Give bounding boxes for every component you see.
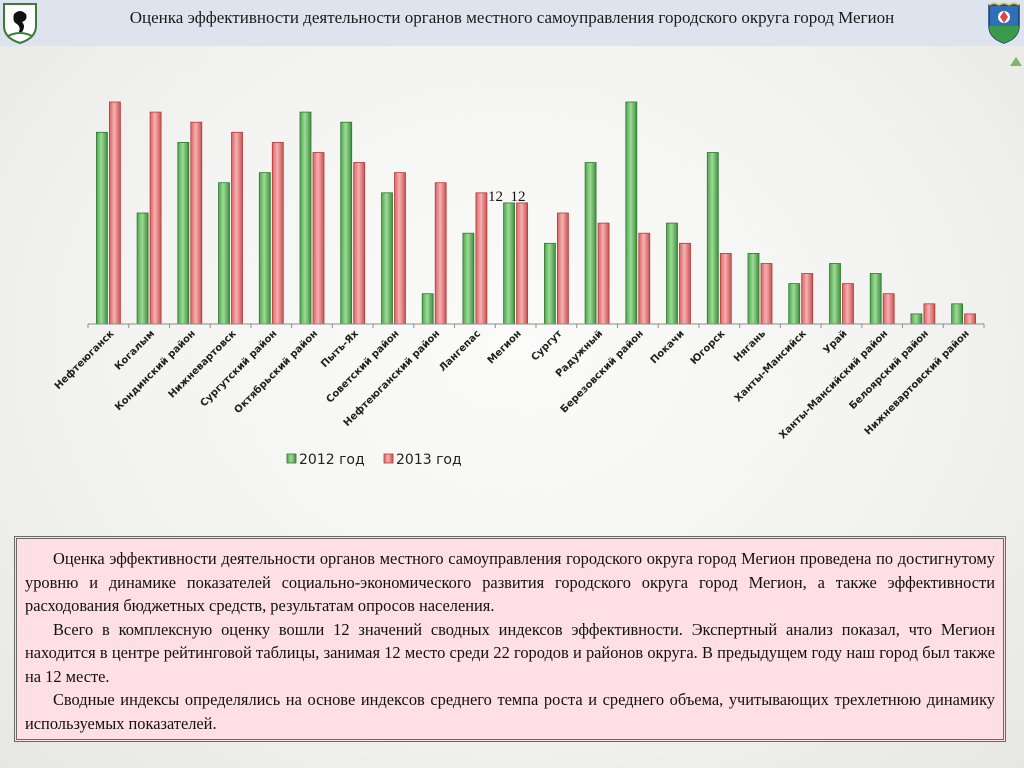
category-label: Нефтеюганск [52,327,116,391]
bar-2013 [638,232,651,325]
bar-2012 [136,212,149,325]
bar-2013 [882,293,895,325]
bar-2012 [258,172,271,325]
bar-2013 [516,202,528,325]
category-label: Лангепас [437,328,483,374]
bar-2013 [679,242,691,325]
legend-swatch-2013 [383,453,394,464]
category-label: Нижневартовск [167,328,239,400]
bar-2012 [299,111,312,325]
bar-2012 [421,293,434,325]
paragraph-3: Сводные индексы определялись на основе и… [25,690,995,733]
bar-2013 [231,131,243,325]
bar-2012 [462,232,475,325]
category-label: Нягань [732,328,768,364]
paragraph-2: Всего в комплексную оценку вошли 12 знач… [25,619,995,686]
bar-2012 [584,162,597,325]
bar-2012 [218,182,230,325]
bar-2013 [760,263,773,325]
decorative-triangle-icon [1010,57,1022,66]
bar-2012 [381,192,393,325]
bar-2013 [842,283,854,325]
bar-2012 [951,303,963,325]
category-label: Белоярский район [848,328,932,412]
legend: 2012 год 2013 год [286,452,462,468]
category-label: Когалым [113,328,157,372]
bar-2013 [475,192,488,325]
legend-label-2013: 2013 год [396,452,462,468]
category-label: Березовский район [559,328,646,415]
category-label: Урай [822,328,850,356]
bar-2012 [544,242,556,325]
bar-2012 [666,222,678,325]
bar-2012 [177,142,190,325]
category-label: Ханты-Мансийск [733,328,809,404]
bar-2012 [503,202,516,325]
category-label: Октябрьский район [232,328,320,416]
header-bar: Оценка эффективности деятельности органо… [0,0,1024,46]
bar-2012 [625,101,638,325]
legend-label-2012: 2012 год [299,452,365,468]
bar-2012 [747,252,760,325]
bar-2013 [394,172,406,325]
bar-2013 [557,212,569,325]
bar-2013 [434,182,447,325]
description-box: Оценка эффективности деятельности органо… [14,536,1006,742]
paragraph-1: Оценка эффективности деятельности органо… [25,549,995,615]
category-label: Пыть-Ях [319,328,361,370]
bar-2013 [964,313,976,325]
bar-2012 [788,283,801,325]
category-label: Покачи [649,328,687,366]
page-title: Оценка эффективности деятельности органо… [129,8,895,27]
category-label: Мегион [486,328,524,366]
bar-2012 [340,121,353,325]
category-label: Советский район [324,328,401,405]
bar-2013 [923,303,936,325]
megion-coat-of-arms-icon [3,3,37,44]
annotation-label: 12 12 [488,189,526,205]
bar-2012 [829,263,841,325]
bar-2013 [353,162,366,325]
bar-2013 [271,142,284,325]
category-label: Сургутский район [198,328,279,409]
bar-2012 [96,131,108,325]
bar-2013 [190,121,203,325]
bar-2013 [719,252,732,325]
category-label: Югорск [689,328,728,367]
bar-2012 [706,152,719,325]
khmao-coat-of-arms-icon [988,2,1020,44]
bar-2012 [910,313,923,325]
bar-2013 [149,111,162,325]
bar-2013 [109,101,121,325]
category-label: Кондинский район [113,328,198,413]
bar-2012 [869,273,882,325]
legend-swatch-2012 [286,453,297,464]
category-label: Сургут [529,328,564,363]
bar-2013 [801,273,814,325]
bar-2013 [312,152,325,325]
bar-2013 [597,222,610,325]
